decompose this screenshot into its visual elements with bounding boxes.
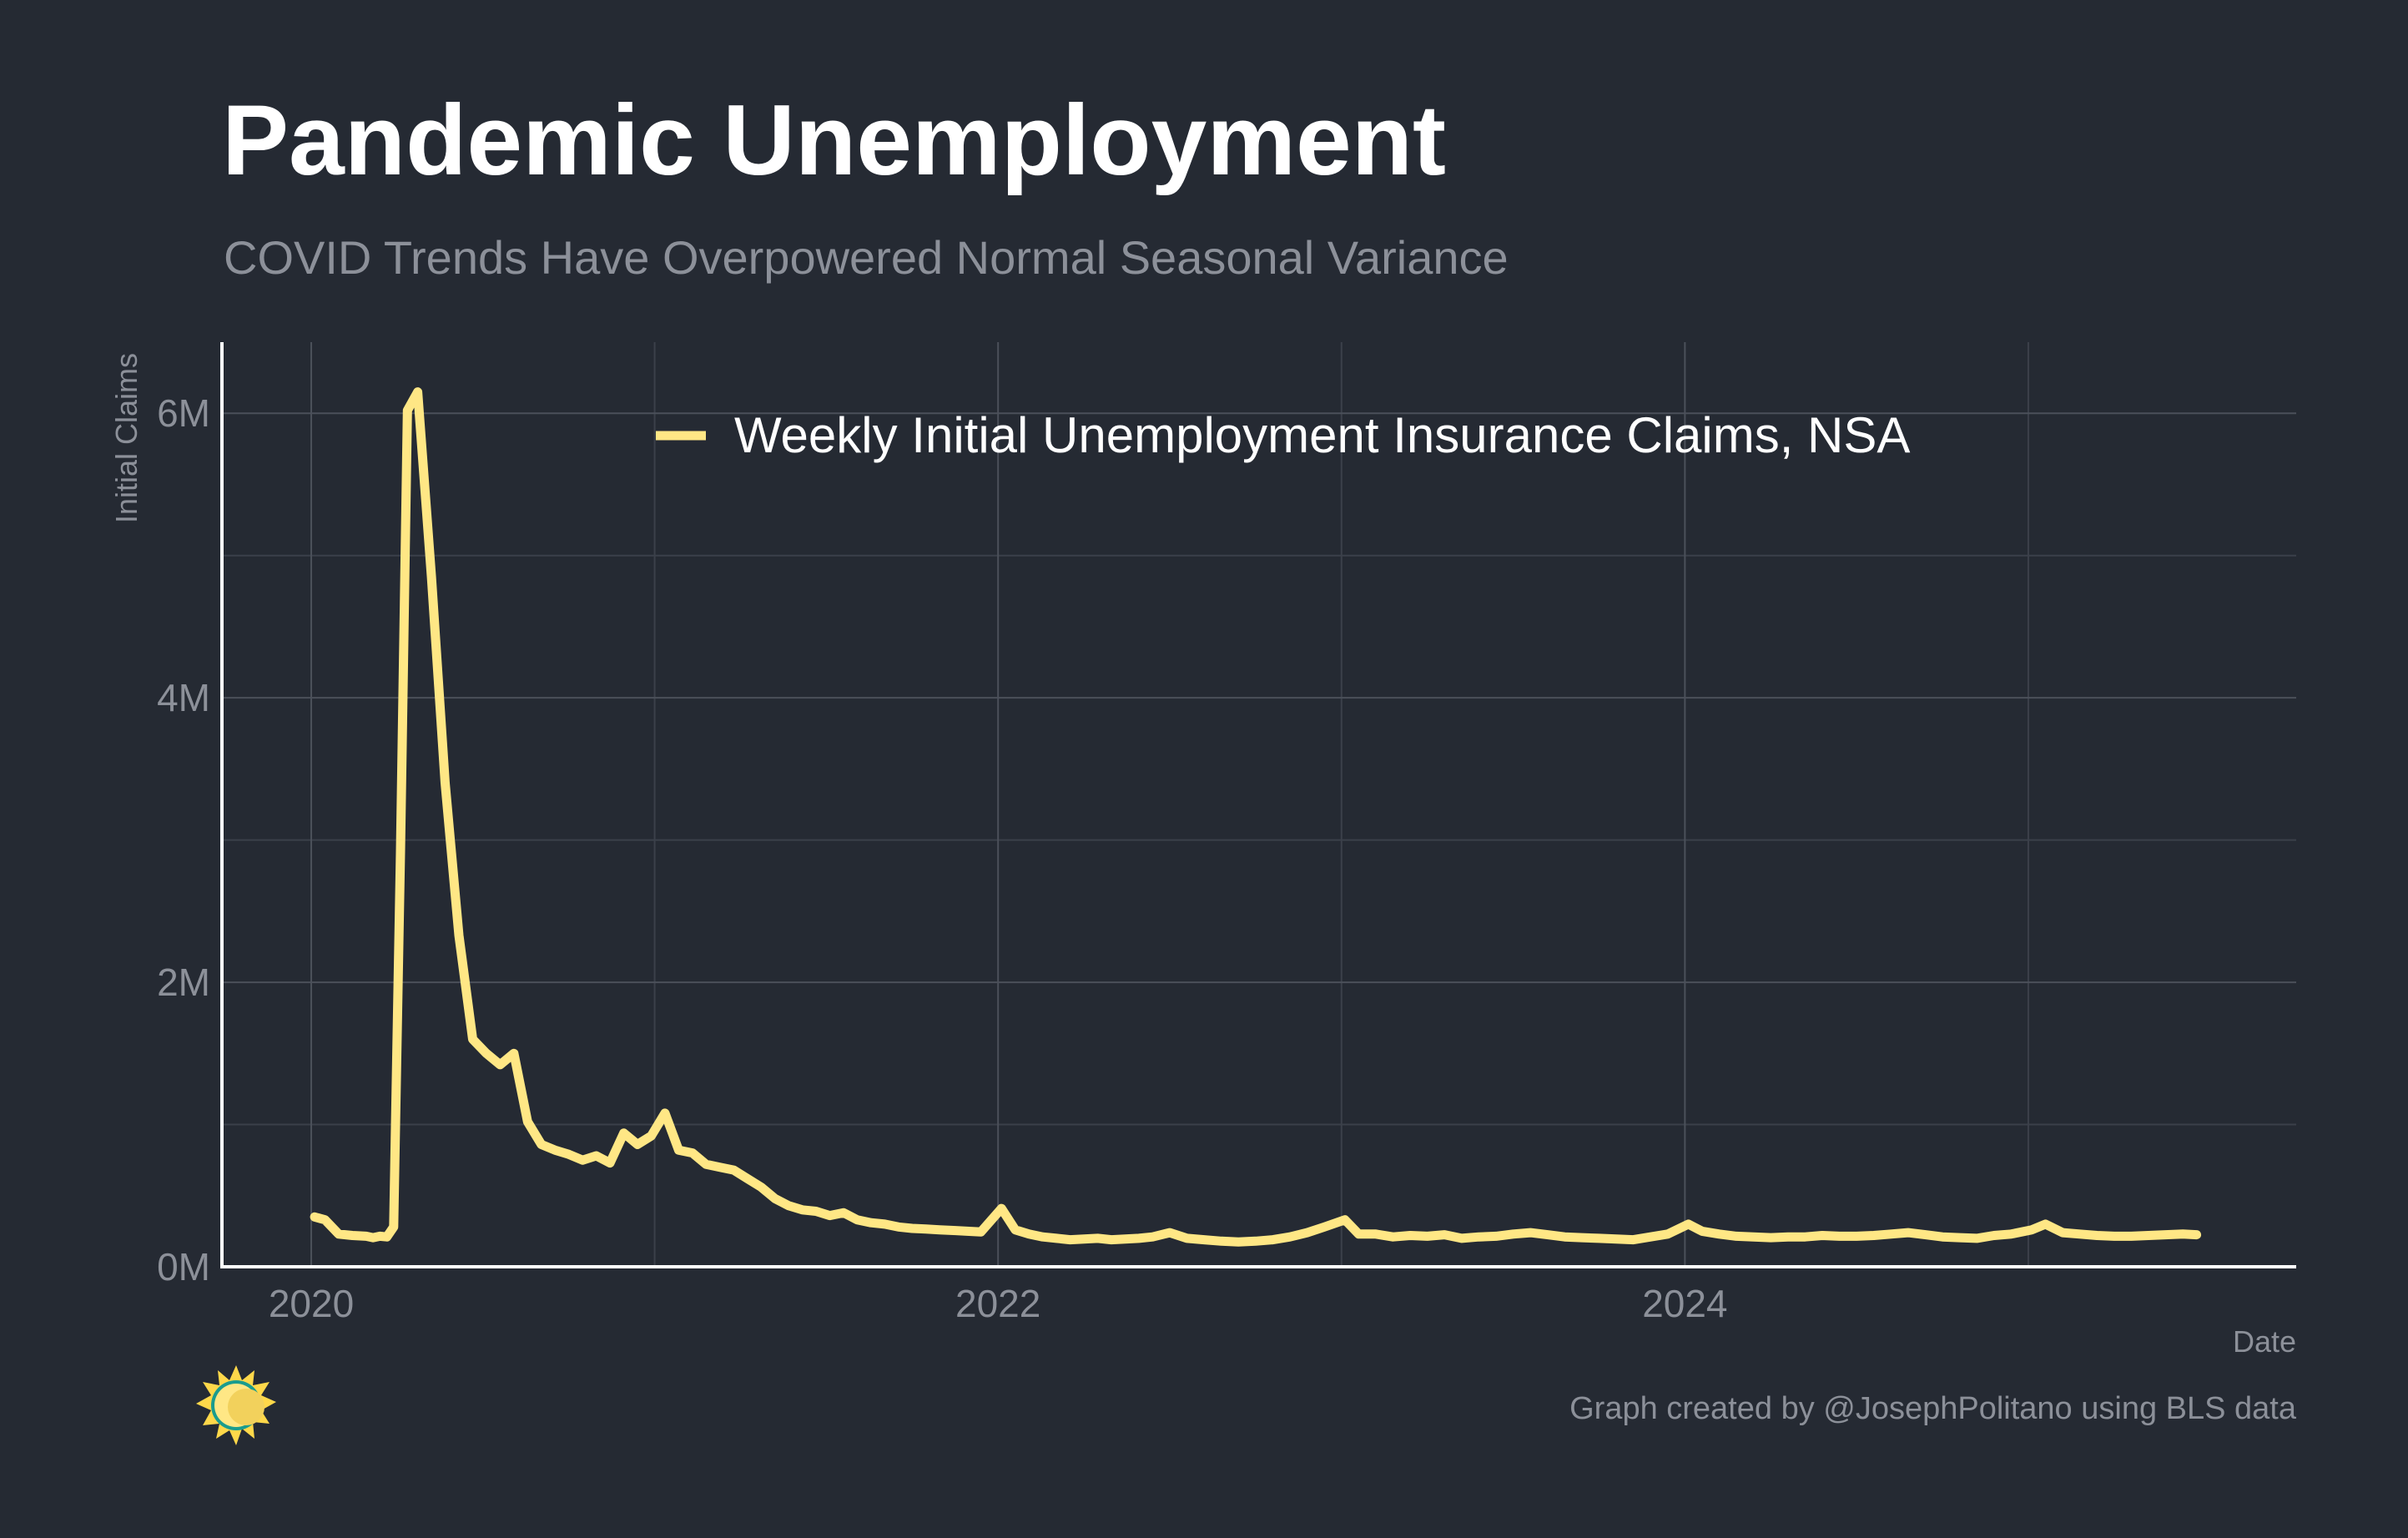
y-tick-label: 0M xyxy=(157,1245,210,1288)
x-tick-label: 2020 xyxy=(269,1282,354,1325)
y-axis-title: Initial Claims xyxy=(109,353,144,523)
x-tick-label: 2022 xyxy=(955,1282,1040,1325)
y-tick-label: 4M xyxy=(157,676,210,719)
chart-subtitle: COVID Trends Have Overpowered Normal Sea… xyxy=(224,231,1509,284)
legend: Weekly Initial Unemployment Insurance Cl… xyxy=(656,407,1910,463)
series-line-initial-claims xyxy=(310,387,2202,1247)
y-tick-label: 2M xyxy=(157,961,210,1004)
series-layer xyxy=(310,387,2202,1247)
y-tick-label: 6M xyxy=(157,391,210,435)
source-caption: Graph created by @JosephPolitano using B… xyxy=(1569,1391,2297,1426)
grid xyxy=(222,342,2296,1267)
sun-logo-icon xyxy=(196,1365,276,1445)
legend-label: Weekly Initial Unemployment Insurance Cl… xyxy=(734,407,1910,463)
axes: 0M 2M 4M 6M 2020 2022 2024 xyxy=(157,342,2296,1325)
x-axis-title: Date xyxy=(2233,1324,2296,1359)
chart-title: Pandemic Unemployment xyxy=(222,84,1447,196)
x-tick-label: 2024 xyxy=(1642,1282,1727,1325)
